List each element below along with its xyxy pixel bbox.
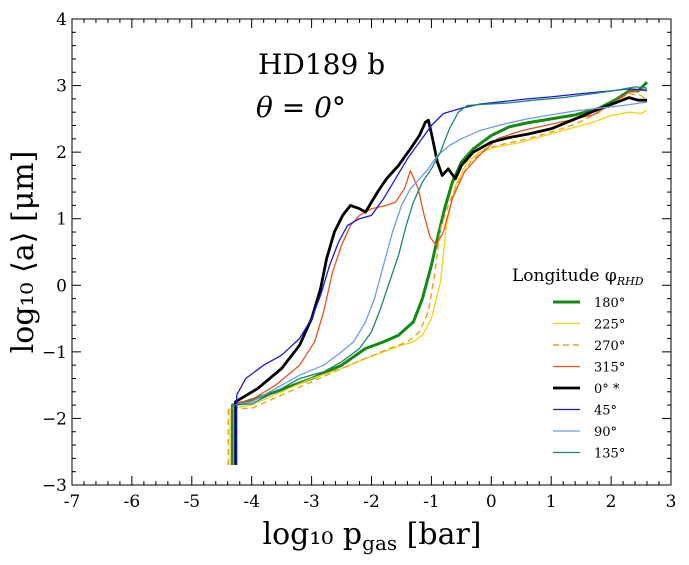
series-layer <box>227 81 649 465</box>
series-line <box>234 96 647 465</box>
y-tick-label: −1 <box>42 343 67 363</box>
legend-label: 315° <box>594 361 625 376</box>
x-tick-label: -1 <box>423 492 440 512</box>
series-line <box>231 81 649 465</box>
x-tick-label: 1 <box>546 492 557 512</box>
series-line <box>233 101 648 465</box>
x-tick-label: -4 <box>243 492 260 512</box>
x-tick-label: -7 <box>64 492 81 512</box>
annotation-theta: θ = 0° <box>256 91 346 124</box>
x-tick-label: 0 <box>486 492 497 512</box>
legend-entries: 180° 225° 270° 315° 0° * 45° 90° 135° <box>553 296 625 462</box>
x-axis-title-unit: [bar] <box>397 517 481 552</box>
legend-label: 45° <box>594 404 617 419</box>
legend-title-main: Longitude φ <box>512 266 617 286</box>
x-tick-label: 3 <box>666 492 677 512</box>
y-tick-label: 0 <box>56 276 67 296</box>
y-tick-label: 1 <box>56 210 67 230</box>
y-tick-label: 3 <box>56 77 67 97</box>
y-tick-label: −2 <box>42 409 67 429</box>
y-tick-label: −3 <box>42 476 67 496</box>
x-tick-label: -5 <box>184 492 201 512</box>
tick-labels: -7 -6 -5 -4 -3 -2 -1 0 1 2 3 −3 −2 −1 0 1 2 3 4 <box>42 10 676 512</box>
series-line <box>233 89 648 465</box>
y-tick-label: 4 <box>56 10 67 30</box>
legend-label: 135° <box>594 447 625 462</box>
series-line <box>229 109 648 465</box>
x-axis-title-sub: gas <box>362 531 397 555</box>
series-line <box>227 92 648 465</box>
legend-title-sub: RHD <box>616 275 644 288</box>
x-tick-label: 2 <box>606 492 617 512</box>
series-line <box>231 86 648 465</box>
y-tick-label: 2 <box>56 143 67 163</box>
x-tick-label: -6 <box>124 492 141 512</box>
x-tick-label: -2 <box>363 492 380 512</box>
ticks <box>71 18 672 486</box>
x-tick-label: -3 <box>303 492 320 512</box>
x-axis-title-main: log₁₀ p <box>262 517 362 552</box>
legend-label: 225° <box>594 318 625 333</box>
plot-frame <box>71 18 672 486</box>
legend-label: 180° <box>594 296 625 311</box>
legend-title: Longitude φRHD <box>512 266 644 288</box>
y-axis-title: log₁₀ ⟨a⟩ [μm] <box>6 151 41 354</box>
series-line <box>236 88 648 465</box>
legend: Longitude φRHD 180° 225° 270° 315° 0° * 45° 90… <box>512 266 644 462</box>
legend-label: 270° <box>594 339 625 354</box>
x-axis-title: log₁₀ pgas [bar] <box>262 517 481 555</box>
annotation-planet: HD189 b <box>258 48 385 81</box>
legend-label: 90° <box>594 425 617 440</box>
legend-label: 0° * <box>594 382 620 397</box>
